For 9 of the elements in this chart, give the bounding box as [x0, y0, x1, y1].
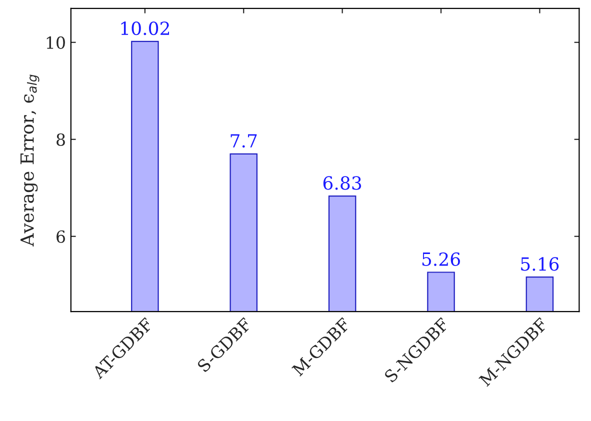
y-tick-label: 8: [56, 133, 65, 146]
y-axis-title: Average Error, ϵ$_{alg}$: [20, 74, 40, 246]
data-label: 7.7: [230, 134, 257, 148]
y-tick-label: 10: [46, 36, 65, 49]
data-label: 10.02: [121, 21, 170, 36]
y-tick-label: 6: [56, 230, 66, 243]
data-label: 5.26: [422, 252, 460, 266]
data-label: 6.83: [323, 176, 362, 190]
data-label: 5.16: [521, 257, 559, 271]
